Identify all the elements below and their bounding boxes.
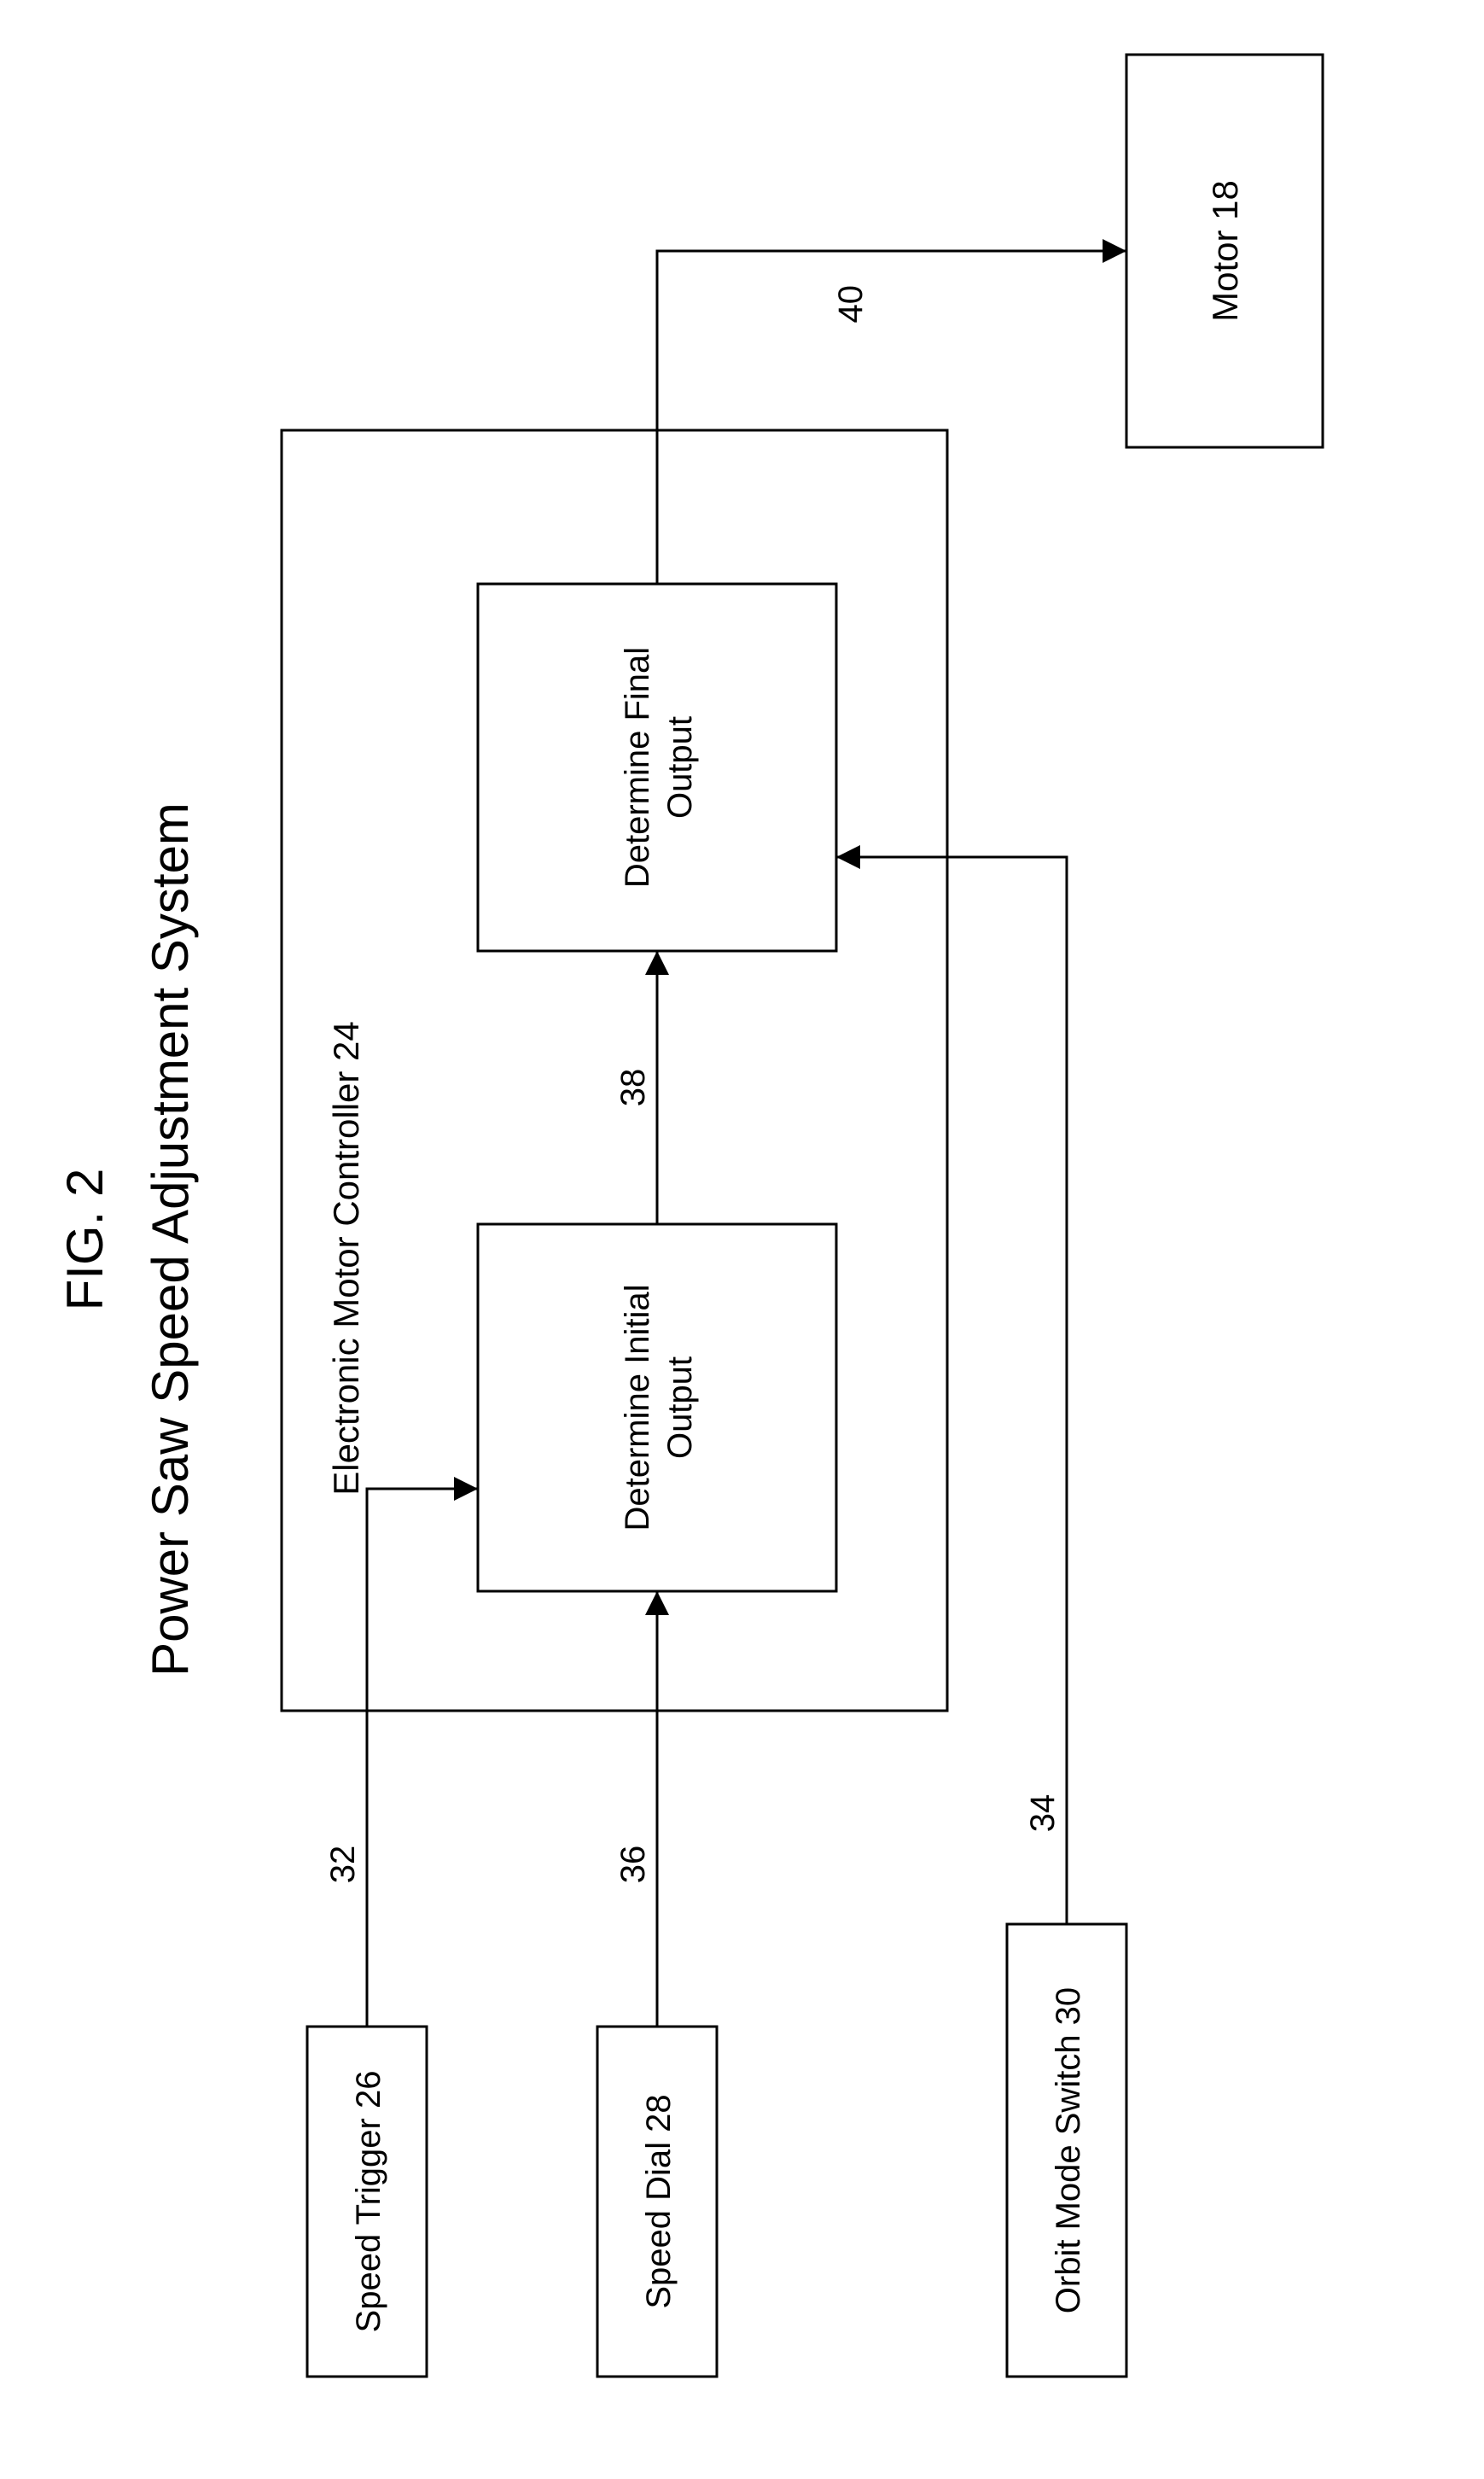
- controller-label: Electronic Motor Controller 24: [326, 1021, 366, 1496]
- arrow-32-label: 32: [324, 1846, 362, 1884]
- arrow-34-label: 34: [1024, 1794, 1062, 1833]
- fig-label: FIG. 2: [56, 1169, 113, 1311]
- determine-final-box: [478, 584, 836, 951]
- speed-dial-label: Speed Dial 28: [640, 2094, 678, 2308]
- determine-final-l2: Output: [661, 716, 699, 819]
- motor-label: Motor 18: [1205, 180, 1245, 322]
- arrow-40-head: [1103, 239, 1126, 263]
- arrow-38-label: 38: [614, 1069, 652, 1107]
- arrow-34-head: [836, 845, 860, 869]
- speed-trigger-label: Speed Trigger 26: [350, 2071, 387, 2333]
- orbit-switch-label: Orbit Mode Switch 30: [1050, 1987, 1087, 2313]
- determine-initial-l2: Output: [661, 1356, 699, 1459]
- arrow-40: [657, 251, 1126, 584]
- arrow-36-head: [645, 1591, 669, 1615]
- arrow-34: [836, 857, 1067, 1924]
- arrow-32: [367, 1489, 478, 2027]
- figure-title: Power Saw Speed Adjustment System: [142, 802, 199, 1677]
- determine-final-l1: Determine Final: [619, 647, 656, 888]
- arrow-40-label: 40: [832, 285, 870, 324]
- determine-initial-l1: Determine Initial: [619, 1284, 656, 1531]
- determine-initial-box: [478, 1224, 836, 1591]
- arrow-32-head: [454, 1477, 478, 1501]
- arrow-36-label: 36: [614, 1846, 652, 1884]
- arrow-38-head: [645, 951, 669, 975]
